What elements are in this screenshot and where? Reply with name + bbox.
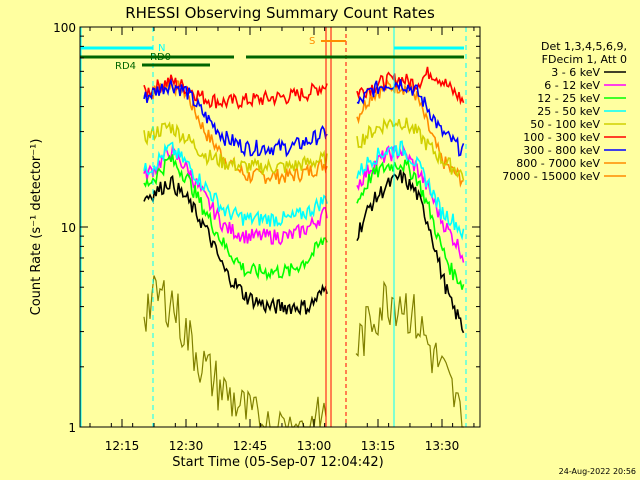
x-axis-label: Start Time (05-Sep-07 12:04:42) xyxy=(172,455,383,470)
x-tick-label-3: 13:00 xyxy=(297,439,332,453)
flag-label-rd4: RD4 xyxy=(115,61,136,72)
legend-header-0: Det 1,3,4,5,6,9, xyxy=(541,40,627,53)
background-series-line xyxy=(143,275,464,429)
x-tick-label-1: 12:30 xyxy=(169,439,204,453)
series-line-4 xyxy=(143,117,465,181)
x-tick-label-5: 13:30 xyxy=(425,439,460,453)
chart-title: RHESSI Observing Summary Count Rates xyxy=(125,4,435,22)
legend-entry-7: 800 - 7000 keV xyxy=(516,157,600,170)
flag-label-rd0: RD0 xyxy=(150,52,171,63)
flag-label-s: S xyxy=(309,36,315,47)
y-tick-label-0: 1 xyxy=(68,421,76,435)
legend-entry-3: 25 - 50 keV xyxy=(537,105,600,118)
y-tick-label-1: 10 xyxy=(61,221,76,235)
x-tick-label-4: 13:15 xyxy=(361,439,396,453)
flag-label-n: N xyxy=(158,43,165,54)
legend-entry-4: 50 - 100 keV xyxy=(530,118,600,131)
legend: Det 1,3,4,5,6,9,FDecim 1, Att 03 - 6 keV… xyxy=(502,40,627,183)
x-axis: 12:15 12:30 12:45 13:00 13:15 13:30 xyxy=(89,27,475,453)
series-line-3 xyxy=(143,140,465,241)
y-axis: 1 10 100 xyxy=(53,21,480,435)
timestamp: 24-Aug-2022 20:56 xyxy=(559,467,636,476)
legend-entry-6: 300 - 800 keV xyxy=(523,144,600,157)
series-line-6 xyxy=(143,77,465,158)
series-line-2 xyxy=(143,154,465,290)
x-tick-label-0: 12:15 xyxy=(105,439,140,453)
y-tick-label-2: 100 xyxy=(53,21,76,35)
plot-area xyxy=(80,27,467,429)
legend-entry-0: 3 - 6 keV xyxy=(551,66,600,79)
legend-entry-1: 6 - 12 keV xyxy=(544,79,600,92)
legend-entry-8: 7000 - 15000 keV xyxy=(502,170,600,183)
series-line-0 xyxy=(143,169,465,334)
x-tick-label-2: 12:45 xyxy=(233,439,268,453)
legend-entry-2: 12 - 25 keV xyxy=(537,92,600,105)
y-axis-label: Count Rate (s⁻¹ detector⁻¹) xyxy=(29,139,44,316)
legend-entry-5: 100 - 300 keV xyxy=(523,131,600,144)
legend-header-1: FDecim 1, Att 0 xyxy=(542,53,627,66)
